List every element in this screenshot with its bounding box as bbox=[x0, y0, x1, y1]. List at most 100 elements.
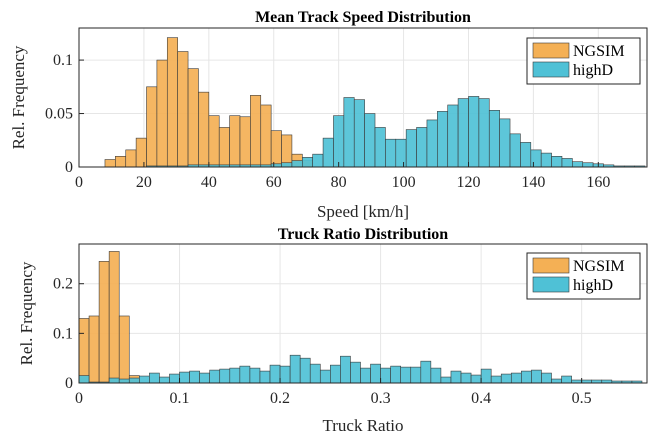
truck-highd-bar bbox=[420, 360, 432, 383]
truck-highd-bar bbox=[79, 375, 90, 383]
speed-y-tick-label: 0.1 bbox=[53, 52, 73, 69]
speed-y-axis-label: Rel. Frequency bbox=[9, 45, 28, 149]
speed-ngsim-bar bbox=[135, 137, 147, 167]
speed-highd-bar bbox=[291, 160, 303, 167]
speed-x-tick-label: 140 bbox=[521, 174, 545, 191]
speed-x-tick-label: 100 bbox=[392, 174, 416, 191]
truck-highd-bar bbox=[380, 367, 391, 383]
truck-highd-bar bbox=[510, 372, 522, 383]
speed-x-tick-label: 40 bbox=[201, 174, 217, 191]
speed-highd-bar bbox=[343, 97, 355, 167]
speed-highd-bar bbox=[572, 161, 584, 167]
speed-highd-bar bbox=[509, 133, 521, 167]
truck-highd-bar bbox=[340, 355, 351, 383]
truck-ngsim-bar bbox=[98, 261, 110, 383]
truck-highd-bar bbox=[460, 372, 472, 383]
truck-highd-bar bbox=[430, 367, 442, 383]
truck-highd-bar bbox=[289, 354, 301, 383]
truck-highd-bar bbox=[259, 370, 271, 383]
speed-highd-bar bbox=[395, 138, 407, 167]
speed-highd-bar bbox=[540, 152, 552, 167]
speed-ngsim-bar bbox=[177, 51, 189, 167]
truck-ngsim-bar bbox=[88, 315, 100, 383]
speed-highd-bar bbox=[478, 98, 490, 167]
truck-y-tick-label: 0.2 bbox=[53, 276, 73, 293]
truck-highd-bar bbox=[561, 375, 572, 383]
truck-highd-bar bbox=[370, 363, 381, 383]
truck-highd-bar bbox=[239, 365, 251, 383]
truck-highd-bar bbox=[269, 364, 281, 383]
speed-highd-bar bbox=[374, 127, 386, 167]
truck-highd-bar bbox=[199, 372, 210, 383]
speed-x-tick-label: 120 bbox=[456, 174, 480, 191]
speed-x-tick-label: 80 bbox=[331, 174, 347, 191]
speed-highd-bar bbox=[582, 162, 594, 167]
speed-ngsim-bar bbox=[208, 115, 220, 167]
truck-highd-bar bbox=[490, 375, 502, 383]
speed-highd-bar bbox=[333, 115, 345, 167]
speed-ngsim-bar bbox=[270, 130, 282, 167]
truck-x-tick-label: 0.2 bbox=[270, 390, 290, 407]
speed-legend-swatch-ngsim bbox=[532, 42, 570, 59]
speed-legend-label-highd: highD bbox=[573, 62, 613, 79]
truck-highd-bar bbox=[440, 376, 452, 383]
truck-ratio-panel: Truck Ratio Distribution Truck Ratio Rel… bbox=[17, 226, 648, 435]
speed-ngsim-bar bbox=[115, 156, 127, 167]
speed-x-tick-label: 0 bbox=[75, 174, 83, 191]
truck-highd-bar bbox=[209, 369, 221, 383]
speed-ngsim-bar bbox=[218, 127, 230, 167]
speed-x-tick-label: 20 bbox=[136, 174, 152, 191]
speed-y-tick-label: 0 bbox=[65, 159, 73, 176]
truck-legend: NGSIM highD bbox=[526, 252, 641, 300]
speed-highd-bar bbox=[520, 142, 532, 167]
truck-highd-bar bbox=[179, 371, 190, 383]
speed-highd-bar bbox=[499, 118, 511, 167]
speed-x-tick-label: 60 bbox=[266, 174, 282, 191]
truck-ngsim-bar bbox=[79, 318, 90, 383]
speed-highd-bar bbox=[426, 119, 438, 167]
speed-highd-bar bbox=[488, 110, 500, 167]
speed-highd-bar bbox=[468, 96, 480, 167]
speed-highd-bar bbox=[405, 129, 417, 167]
truck-x-axis-label: Truck Ratio bbox=[322, 416, 403, 435]
truck-legend-label-highd: highD bbox=[573, 277, 613, 294]
speed-ngsim-bar bbox=[250, 95, 262, 167]
speed-highd-bar bbox=[437, 111, 449, 167]
truck-highd-bar bbox=[541, 372, 552, 383]
truck-y-tick-label: 0.1 bbox=[53, 325, 73, 342]
truck-ngsim-bar bbox=[118, 315, 130, 383]
speed-x-axis-label: Speed [km/h] bbox=[317, 202, 409, 221]
speed-highd-bar bbox=[353, 99, 365, 167]
truck-highd-bar bbox=[500, 373, 512, 383]
speed-highd-bar bbox=[561, 158, 573, 167]
truck-x-tick-label: 0.5 bbox=[572, 390, 592, 407]
truck-x-tick-label: 0.3 bbox=[371, 390, 391, 407]
speed-ngsim-bar bbox=[229, 115, 241, 167]
truck-legend-label-ngsim: NGSIM bbox=[573, 258, 625, 275]
truck-ticks: 0 0.1 0.2 0.3 0.4 0.5 0 0.1 0.2 bbox=[53, 276, 592, 407]
speed-highd-bar bbox=[447, 104, 459, 167]
truck-y-axis-label: Rel. Frequency bbox=[17, 261, 36, 365]
speed-ngsim-bar bbox=[146, 86, 158, 167]
truck-highd-bar bbox=[229, 367, 241, 383]
speed-x-tick-label: 160 bbox=[586, 174, 610, 191]
truck-highd-bar bbox=[279, 365, 291, 383]
truck-highd-bar bbox=[531, 369, 542, 383]
truck-x-tick-label: 0 bbox=[75, 390, 83, 407]
truck-highd-bar bbox=[149, 372, 160, 383]
truck-highd-bar bbox=[219, 368, 231, 383]
truck-highd-bar bbox=[350, 361, 361, 383]
speed-ngsim-bar bbox=[198, 91, 210, 167]
speed-legend-swatch-highd bbox=[532, 61, 570, 78]
speed-highd-bar bbox=[457, 98, 469, 167]
speed-highd-bar bbox=[364, 113, 376, 167]
speed-y-tick-label: 0.05 bbox=[45, 106, 73, 123]
truck-highd-bar bbox=[551, 378, 562, 383]
truck-highd-bar bbox=[169, 373, 180, 383]
truck-highd-bar bbox=[159, 376, 170, 383]
speed-ngsim-bar bbox=[104, 159, 116, 167]
truck-highd-bar bbox=[118, 378, 130, 383]
speed-ngsim-bar bbox=[281, 134, 293, 167]
truck-y-tick-label: 0 bbox=[65, 375, 73, 392]
